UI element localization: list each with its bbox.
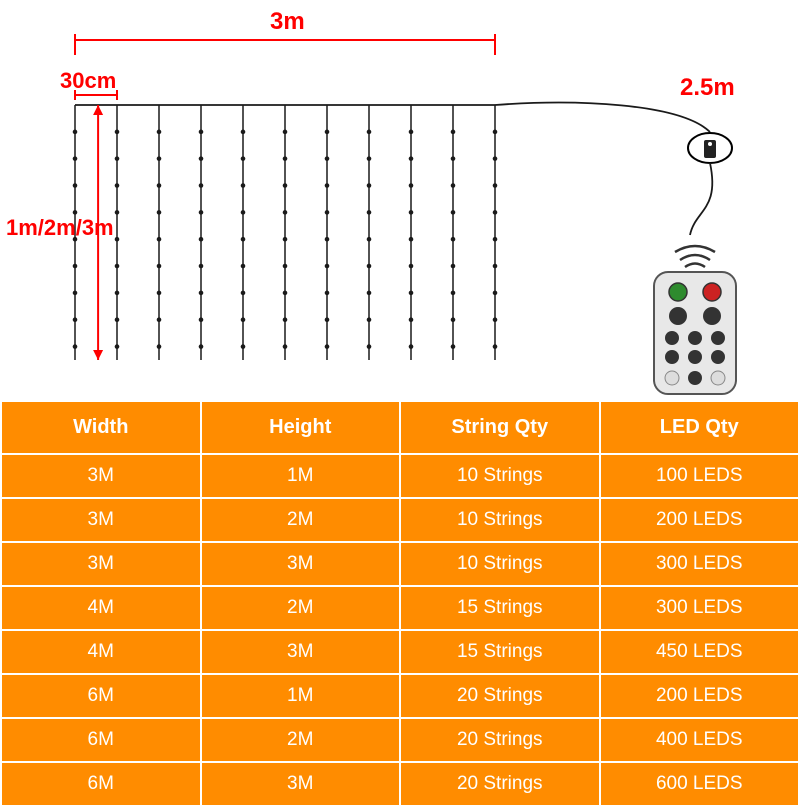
remote-control-icon [630,230,760,400]
table-cell: 3M [1,454,201,498]
table-cell: 15 Strings [400,586,600,630]
table-cell: 200 LEDS [600,498,800,542]
table-cell: 300 LEDS [600,542,800,586]
table-row: 3M1M10 Strings100 LEDS [1,454,799,498]
height-dimension-label: 1m/2m/3m [6,215,114,241]
table-row: 6M3M20 Strings600 LEDS [1,762,799,806]
table-cell: 200 LEDS [600,674,800,718]
table-header-cell: String Qty [400,401,600,454]
table-row: 3M2M10 Strings200 LEDS [1,498,799,542]
table-row: 4M2M15 Strings300 LEDS [1,586,799,630]
table-cell: 20 Strings [400,718,600,762]
table-row: 6M1M20 Strings200 LEDS [1,674,799,718]
table-cell: 3M [1,542,201,586]
table-cell: 15 Strings [400,630,600,674]
table-cell: 1M [201,674,401,718]
table-cell: 2M [201,586,401,630]
table-cell: 100 LEDS [600,454,800,498]
table-cell: 10 Strings [400,542,600,586]
table-cell: 3M [1,498,201,542]
table-cell: 2M [201,498,401,542]
dimension-diagram: 3m 30cm 1m/2m/3m 2.5m [0,0,800,400]
table-cell: 3M [201,630,401,674]
table-cell: 600 LEDS [600,762,800,806]
table-cell: 6M [1,762,201,806]
table-cell: 3M [201,762,401,806]
table-cell: 400 LEDS [600,718,800,762]
table-cell: 4M [1,586,201,630]
table-cell: 1M [201,454,401,498]
table-cell: 4M [1,630,201,674]
table-body: 3M1M10 Strings100 LEDS3M2M10 Strings200 … [1,454,799,806]
table-cell: 20 Strings [400,674,600,718]
table-cell: 10 Strings [400,498,600,542]
table-header-row: WidthHeightString QtyLED Qty [1,401,799,454]
table-cell: 20 Strings [400,762,600,806]
table-header-cell: Height [201,401,401,454]
cable-length-label: 2.5m [680,74,735,102]
table-header-cell: LED Qty [600,401,800,454]
table-cell: 450 LEDS [600,630,800,674]
table-row: 4M3M15 Strings450 LEDS [1,630,799,674]
specifications-table: WidthHeightString QtyLED Qty 3M1M10 Stri… [0,400,800,807]
table-cell: 2M [201,718,401,762]
table-cell: 3M [201,542,401,586]
table-row: 3M3M10 Strings300 LEDS [1,542,799,586]
width-dimension-label: 3m [270,8,305,36]
table-cell: 300 LEDS [600,586,800,630]
table-cell: 6M [1,718,201,762]
spacing-dimension-label: 30cm [60,68,116,94]
table-cell: 10 Strings [400,454,600,498]
table-cell: 6M [1,674,201,718]
table-row: 6M2M20 Strings400 LEDS [1,718,799,762]
table-header-cell: Width [1,401,201,454]
